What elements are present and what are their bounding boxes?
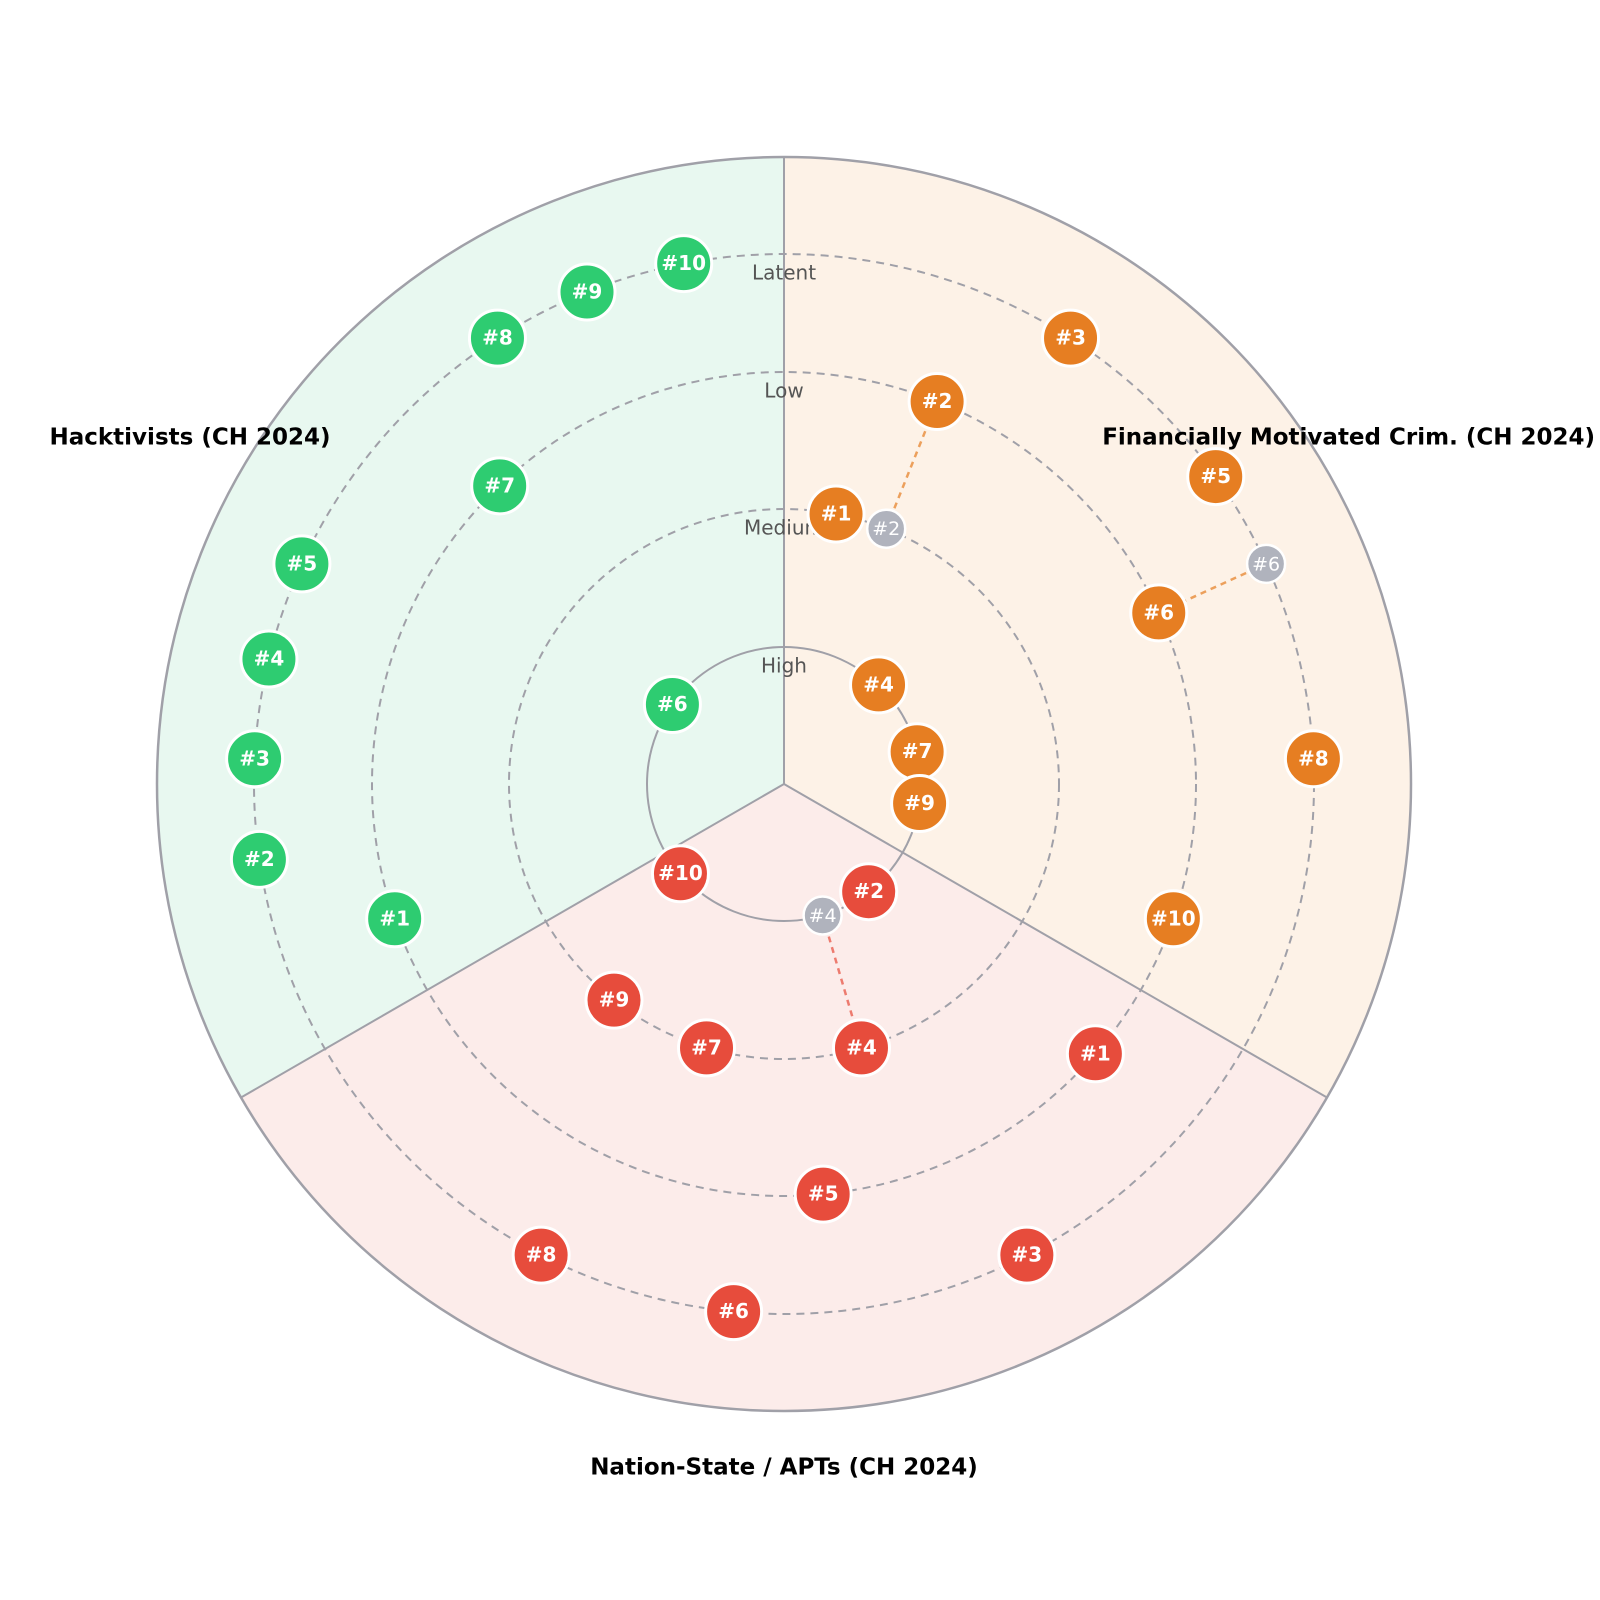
threat-node xyxy=(1283,729,1343,789)
threat-node xyxy=(642,675,702,735)
threat-node xyxy=(467,308,527,368)
threat-label: #3 xyxy=(239,746,270,770)
threat-label: #8 xyxy=(482,326,513,350)
threat-node xyxy=(1143,889,1203,949)
sector-title: Nation-State / APTs (CH 2024) xyxy=(590,1455,978,1481)
threat-node xyxy=(272,534,332,594)
previous-label: #6 xyxy=(1252,553,1280,575)
threat-node xyxy=(511,1225,571,1285)
threat-label: #2 xyxy=(244,847,275,871)
threat-node xyxy=(839,862,899,922)
threat-label: #2 xyxy=(853,879,884,903)
threat-node xyxy=(229,829,289,889)
ring xyxy=(508,508,1060,1060)
previous-position xyxy=(802,895,843,936)
threat-label: #1 xyxy=(821,501,852,525)
threat-label: #4 xyxy=(863,672,894,696)
threat-node xyxy=(470,456,530,516)
threat-node xyxy=(793,1164,853,1224)
threat-label: #1 xyxy=(379,906,410,930)
threat-label: #6 xyxy=(1143,600,1174,624)
previous-label: #4 xyxy=(809,905,837,927)
sector-title: Hacktivists (CH 2024) xyxy=(49,425,330,451)
ring-label: High xyxy=(761,654,807,678)
threat-label: #9 xyxy=(904,791,935,815)
threat-label: #8 xyxy=(1298,746,1329,770)
threat-node xyxy=(997,1225,1057,1285)
threat-label: #10 xyxy=(658,861,703,885)
threat-label: #3 xyxy=(1055,326,1086,350)
sector-boundary xyxy=(783,783,1328,1099)
threat-label: #9 xyxy=(599,988,630,1012)
threat-label: #9 xyxy=(572,279,603,303)
threat-node xyxy=(890,773,950,833)
threat-node xyxy=(584,970,644,1030)
threat-label: #4 xyxy=(846,1035,877,1059)
threat-node xyxy=(239,629,299,689)
threat-label: #7 xyxy=(902,739,933,763)
threat-node xyxy=(831,1018,891,1078)
threat-label: #10 xyxy=(661,251,706,275)
ring-label: Latent xyxy=(752,261,816,285)
previous-label: #2 xyxy=(872,518,900,540)
sector xyxy=(157,157,784,1098)
threat-label: #5 xyxy=(1200,464,1231,488)
threat-node xyxy=(225,729,285,789)
threat-node xyxy=(1065,1024,1125,1084)
threat-node xyxy=(650,844,710,904)
sector-title: Financially Motivated Crim. (CH 2024) xyxy=(1102,425,1595,451)
threat-label: #6 xyxy=(718,1299,749,1323)
threat-label: #2 xyxy=(922,389,953,413)
previous-position xyxy=(1245,543,1287,585)
threat-node xyxy=(806,484,866,544)
threat-label: #7 xyxy=(484,473,515,497)
threat-label: #10 xyxy=(1151,906,1196,930)
threat-label: #1 xyxy=(1080,1041,1111,1065)
threat-node xyxy=(677,1018,737,1078)
threat-label: #8 xyxy=(526,1243,557,1267)
threat-node xyxy=(1129,583,1189,643)
threat-label: #5 xyxy=(287,551,318,575)
threat-label: #3 xyxy=(1012,1243,1043,1267)
sector-boundary xyxy=(240,783,785,1099)
threat-node xyxy=(704,1282,764,1342)
threat-label: #4 xyxy=(254,647,285,671)
threat-node xyxy=(654,234,714,294)
threat-node xyxy=(1186,447,1246,507)
threat-label: #6 xyxy=(657,692,688,716)
ring xyxy=(371,371,1197,1197)
threat-node xyxy=(1041,308,1101,368)
threat-label: #7 xyxy=(691,1035,722,1059)
threat-label: #5 xyxy=(808,1182,839,1206)
threat-node xyxy=(907,372,967,432)
ring-label: Low xyxy=(764,379,803,403)
threat-node xyxy=(365,889,425,949)
threat-node xyxy=(557,262,617,322)
movement-line xyxy=(1158,562,1267,614)
previous-position xyxy=(865,508,907,549)
threat-node xyxy=(849,655,909,715)
